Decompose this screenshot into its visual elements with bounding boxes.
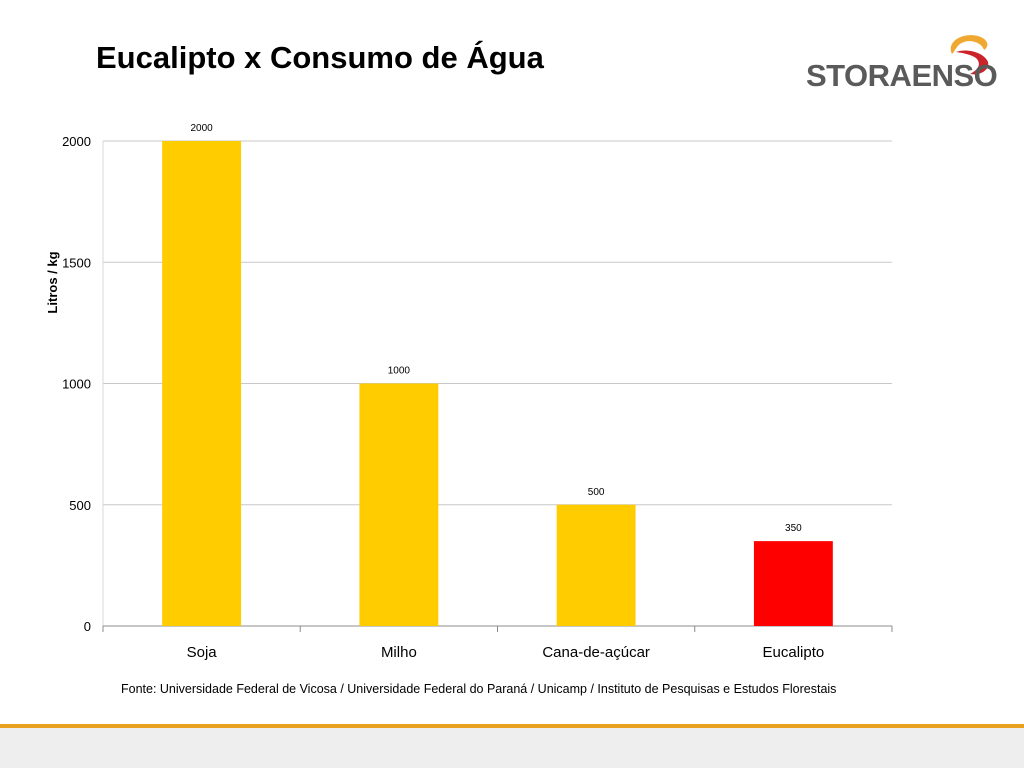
footer-band	[0, 728, 1024, 768]
data-label: 1000	[388, 366, 411, 377]
bar-1	[359, 383, 439, 626]
y-tick-label: 500	[69, 498, 91, 513]
data-label: 350	[785, 523, 802, 534]
logo-swoosh-icon	[950, 35, 989, 75]
bar-0	[162, 141, 242, 626]
category-labels: Soja Milho Cana-de-açúcar Eucalipto	[187, 644, 825, 661]
category-label: Cana-de-açúcar	[542, 644, 650, 661]
logo-text: STORAENSO	[806, 58, 998, 93]
category-label: Milho	[381, 644, 417, 661]
category-label: Soja	[187, 644, 218, 661]
y-tick-label: 2000	[62, 134, 91, 149]
source-note: Fonte: Universidade Federal de Vicosa / …	[121, 682, 837, 696]
bar-2	[556, 504, 636, 626]
bar-chart: 0 500 1000 1500 2000 2000 1000 500 350 Soja Milh…	[45, 123, 893, 661]
bar-3	[753, 541, 833, 626]
x-axis-ticks	[102, 626, 893, 632]
data-labels: 2000 1000 500 350	[191, 123, 803, 534]
y-tick-label: 1000	[62, 377, 91, 392]
footer-accent-rule	[0, 724, 1024, 728]
storaenso-logo: STORAENSO	[800, 30, 1000, 93]
y-tick-label: 0	[84, 619, 91, 634]
bars	[162, 141, 833, 626]
data-label: 2000	[191, 123, 214, 134]
y-axis-tick-labels: 0 500 1000 1500 2000	[62, 134, 91, 634]
slide-title: Eucalipto x Consumo de Água	[96, 40, 544, 75]
data-label: 500	[588, 487, 605, 498]
y-axis-title: Litros / kg	[45, 251, 60, 313]
category-label: Eucalipto	[763, 644, 825, 661]
y-tick-label: 1500	[62, 255, 91, 270]
